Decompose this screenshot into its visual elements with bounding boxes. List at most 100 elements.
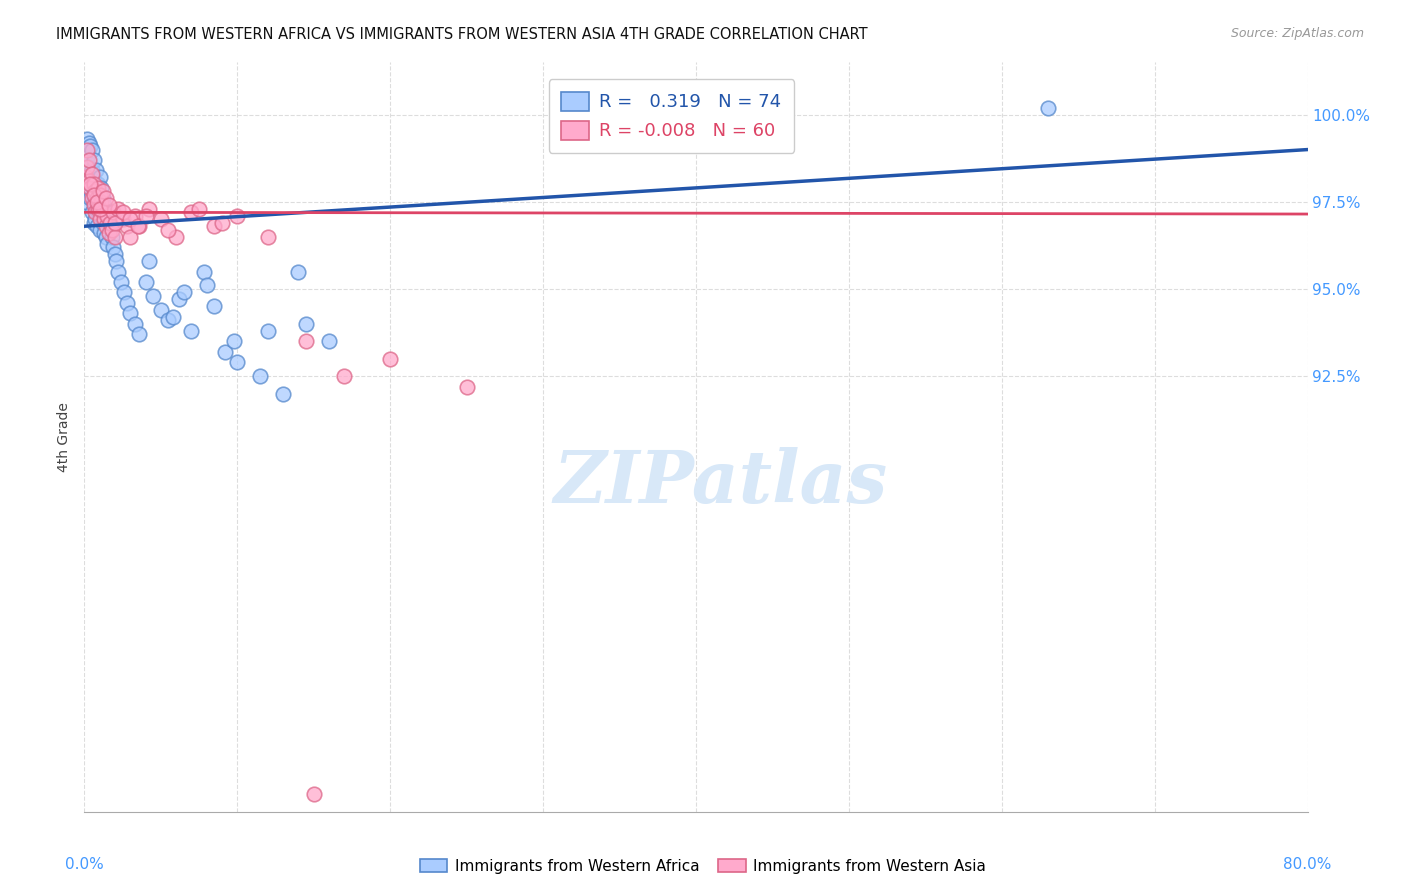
Point bbox=[84, 185, 107, 199]
Point bbox=[91, 205, 114, 219]
Point bbox=[86, 194, 108, 209]
Y-axis label: 4th Grade: 4th Grade bbox=[58, 402, 72, 472]
Point bbox=[127, 219, 149, 234]
Point bbox=[295, 334, 318, 349]
Point bbox=[77, 160, 100, 174]
Point bbox=[90, 181, 112, 195]
Point bbox=[80, 205, 103, 219]
Point bbox=[76, 160, 98, 174]
Point bbox=[257, 324, 280, 338]
Point bbox=[105, 254, 128, 268]
Point bbox=[94, 229, 117, 244]
Point bbox=[318, 334, 340, 349]
Point bbox=[93, 198, 115, 212]
Point bbox=[87, 202, 110, 216]
Text: ZIPatlas: ZIPatlas bbox=[554, 447, 887, 517]
Point bbox=[91, 191, 114, 205]
Point bbox=[120, 306, 142, 320]
Point bbox=[84, 205, 107, 219]
Point bbox=[77, 136, 100, 150]
Point bbox=[75, 170, 97, 185]
Text: Source: ZipAtlas.com: Source: ZipAtlas.com bbox=[1230, 27, 1364, 40]
Point bbox=[77, 185, 100, 199]
Point bbox=[111, 212, 134, 227]
Point bbox=[202, 219, 225, 234]
Point bbox=[104, 216, 127, 230]
Point bbox=[149, 212, 172, 227]
Point bbox=[1036, 101, 1059, 115]
Point bbox=[103, 205, 125, 219]
Point bbox=[157, 313, 180, 327]
Point bbox=[138, 202, 160, 216]
Point bbox=[120, 229, 142, 244]
Point bbox=[79, 178, 101, 192]
Point bbox=[115, 219, 138, 234]
Point bbox=[89, 170, 111, 185]
Legend: Immigrants from Western Africa, Immigrants from Western Asia: Immigrants from Western Africa, Immigran… bbox=[413, 853, 993, 880]
Legend: R =   0.319   N = 74, R = -0.008   N = 60: R = 0.319 N = 74, R = -0.008 N = 60 bbox=[548, 79, 794, 153]
Point bbox=[98, 219, 121, 234]
Point bbox=[104, 247, 127, 261]
Point bbox=[104, 229, 127, 244]
Point bbox=[107, 202, 129, 216]
Point bbox=[80, 167, 103, 181]
Point bbox=[157, 223, 180, 237]
Point bbox=[80, 163, 103, 178]
Point bbox=[135, 209, 157, 223]
Point bbox=[83, 178, 105, 192]
Point bbox=[101, 223, 124, 237]
Point bbox=[93, 226, 115, 240]
Point bbox=[83, 187, 105, 202]
Point bbox=[97, 226, 120, 240]
Point bbox=[249, 369, 271, 384]
Point bbox=[79, 181, 101, 195]
Point bbox=[84, 212, 107, 227]
Point bbox=[188, 202, 211, 216]
Point bbox=[226, 355, 249, 369]
Point bbox=[93, 212, 115, 227]
Point bbox=[167, 293, 190, 307]
Point bbox=[89, 187, 111, 202]
Point bbox=[165, 229, 187, 244]
Point bbox=[111, 205, 134, 219]
Point bbox=[302, 787, 325, 801]
Point bbox=[86, 191, 108, 205]
Point bbox=[79, 191, 101, 205]
Point bbox=[295, 317, 318, 331]
Point bbox=[202, 299, 225, 313]
Point bbox=[94, 191, 117, 205]
Point bbox=[76, 132, 98, 146]
Point bbox=[380, 351, 402, 366]
Point bbox=[271, 386, 294, 401]
Point bbox=[180, 324, 202, 338]
Point bbox=[87, 205, 110, 219]
Point bbox=[76, 143, 98, 157]
Point bbox=[96, 236, 118, 251]
Point bbox=[103, 240, 125, 254]
Point bbox=[83, 153, 105, 167]
Point bbox=[115, 296, 138, 310]
Point bbox=[214, 344, 236, 359]
Point bbox=[89, 194, 111, 209]
Text: 80.0%: 80.0% bbox=[1284, 856, 1331, 871]
Point bbox=[89, 202, 111, 216]
Point bbox=[76, 149, 98, 163]
Point bbox=[333, 369, 356, 384]
Point bbox=[124, 209, 146, 223]
Point bbox=[226, 209, 249, 223]
Point bbox=[90, 209, 112, 223]
Point bbox=[83, 216, 105, 230]
Point bbox=[138, 254, 160, 268]
Point bbox=[456, 379, 478, 393]
Point bbox=[96, 209, 118, 223]
Point bbox=[77, 153, 100, 167]
Point bbox=[91, 216, 114, 230]
Point bbox=[128, 219, 150, 234]
Point bbox=[193, 264, 215, 278]
Point bbox=[149, 302, 172, 317]
Point bbox=[79, 139, 101, 153]
Point bbox=[79, 178, 101, 192]
Point bbox=[90, 194, 112, 209]
Point bbox=[76, 170, 98, 185]
Point bbox=[84, 185, 107, 199]
